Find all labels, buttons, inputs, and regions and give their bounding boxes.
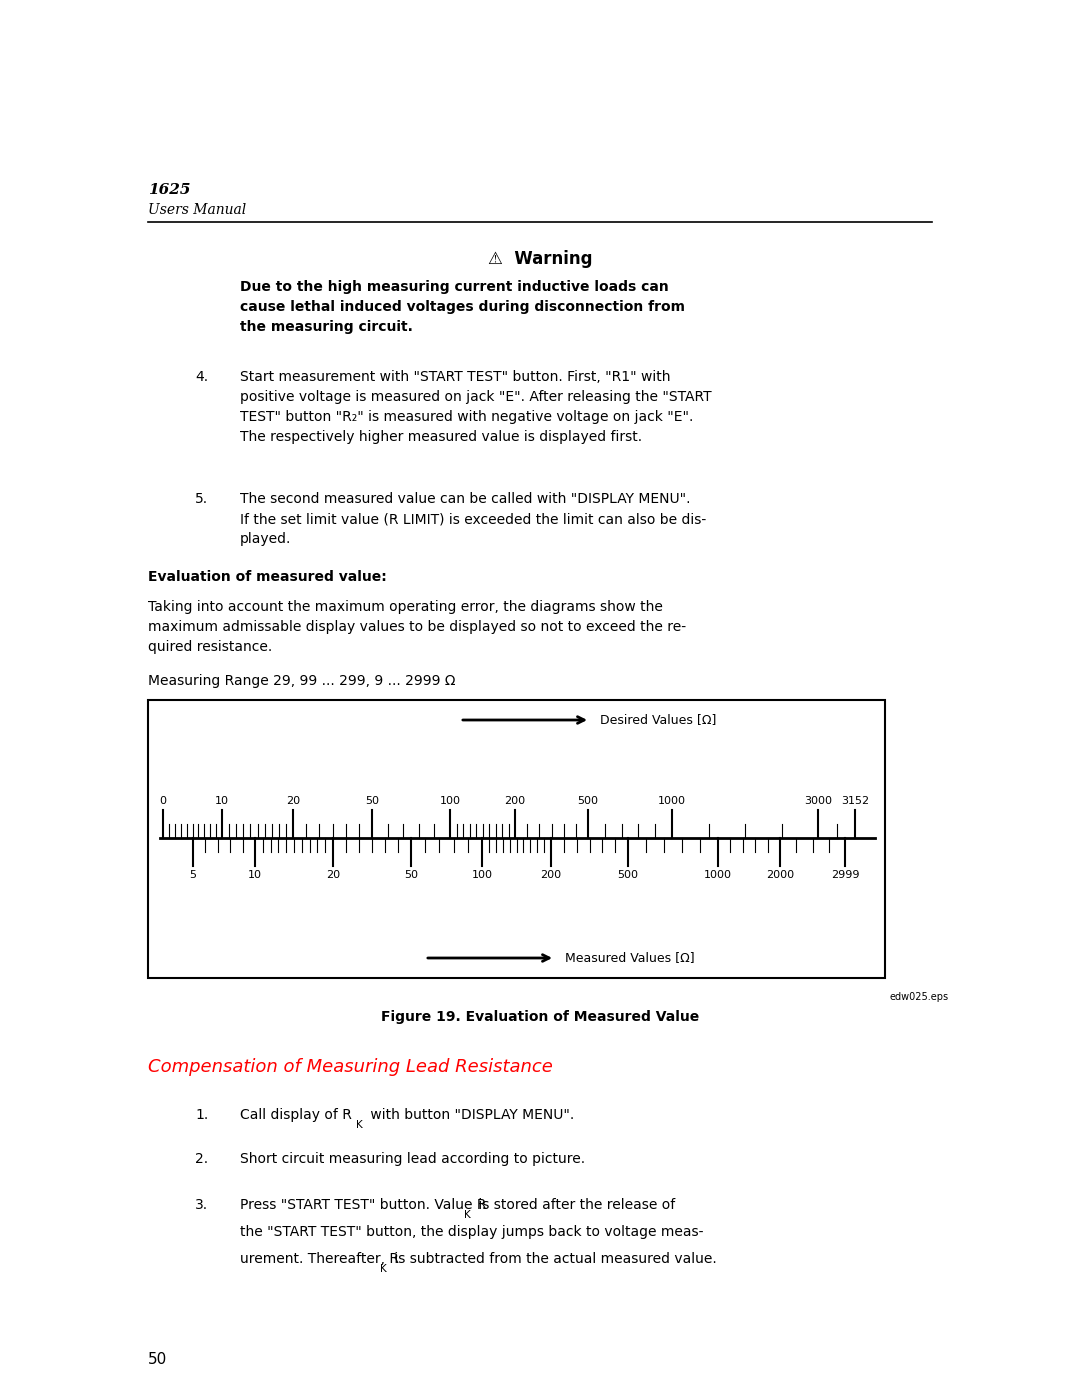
Text: Call display of R: Call display of R (240, 1108, 352, 1122)
Text: Start measurement with "START TEST" button. First, "R1" with
positive voltage is: Start measurement with "START TEST" butt… (240, 370, 712, 444)
Text: Press "START TEST" button. Value R: Press "START TEST" button. Value R (240, 1199, 486, 1213)
Text: 3.: 3. (195, 1199, 208, 1213)
Text: 20: 20 (286, 796, 300, 806)
Text: 500: 500 (618, 870, 638, 880)
Text: is stored after the release of: is stored after the release of (474, 1199, 675, 1213)
Text: Figure 19. Evaluation of Measured Value: Figure 19. Evaluation of Measured Value (381, 1010, 699, 1024)
Text: 5.: 5. (195, 492, 208, 506)
Text: Evaluation of measured value:: Evaluation of measured value: (148, 570, 387, 584)
Text: K: K (380, 1264, 387, 1274)
Text: 50: 50 (365, 796, 379, 806)
Text: 4.: 4. (195, 370, 208, 384)
Text: 20: 20 (326, 870, 340, 880)
Text: 1000: 1000 (704, 870, 732, 880)
Text: 1000: 1000 (658, 796, 686, 806)
Text: 3152: 3152 (841, 796, 869, 806)
Text: the "START TEST" button, the display jumps back to voltage meas-: the "START TEST" button, the display jum… (240, 1225, 703, 1239)
Text: 10: 10 (215, 796, 229, 806)
Text: 2000: 2000 (766, 870, 794, 880)
Text: 5: 5 (189, 870, 197, 880)
Text: 50: 50 (148, 1352, 167, 1368)
Text: Users Manual: Users Manual (148, 203, 246, 217)
Text: 2.: 2. (195, 1153, 208, 1166)
Text: Desired Values [Ω]: Desired Values [Ω] (600, 714, 716, 726)
Text: 2999: 2999 (831, 870, 860, 880)
Text: 100: 100 (472, 870, 492, 880)
Text: ⚠  Warning: ⚠ Warning (488, 250, 592, 268)
Text: 3000: 3000 (804, 796, 832, 806)
Text: Measuring Range 29, 99 ... 299, 9 ... 2999 Ω: Measuring Range 29, 99 ... 299, 9 ... 29… (148, 673, 456, 687)
Text: K: K (464, 1210, 471, 1220)
Text: 200: 200 (504, 796, 526, 806)
Text: 50: 50 (404, 870, 418, 880)
Text: with button "DISPLAY MENU".: with button "DISPLAY MENU". (366, 1108, 575, 1122)
Text: Taking into account the maximum operating error, the diagrams show the
maximum a: Taking into account the maximum operatin… (148, 599, 686, 654)
Text: urement. Thereafter, R: urement. Thereafter, R (240, 1252, 399, 1266)
Text: 200: 200 (540, 870, 562, 880)
Text: The second measured value can be called with "DISPLAY MENU".
If the set limit va: The second measured value can be called … (240, 492, 706, 546)
Text: 1.: 1. (195, 1108, 208, 1122)
Text: is subtracted from the actual measured value.: is subtracted from the actual measured v… (390, 1252, 717, 1266)
Text: K: K (356, 1120, 363, 1130)
Bar (148, 700, 885, 978)
Text: Due to the high measuring current inductive loads can
cause lethal induced volta: Due to the high measuring current induct… (240, 279, 685, 334)
Text: Short circuit measuring lead according to picture.: Short circuit measuring lead according t… (240, 1153, 585, 1166)
Text: 100: 100 (440, 796, 460, 806)
Text: Compensation of Measuring Lead Resistance: Compensation of Measuring Lead Resistanc… (148, 1058, 553, 1076)
Text: 1625: 1625 (148, 183, 190, 197)
Text: 0: 0 (160, 796, 166, 806)
Text: 500: 500 (578, 796, 598, 806)
Text: edw025.eps: edw025.eps (890, 992, 949, 1002)
Text: 10: 10 (248, 870, 262, 880)
Text: Measured Values [Ω]: Measured Values [Ω] (565, 951, 694, 964)
